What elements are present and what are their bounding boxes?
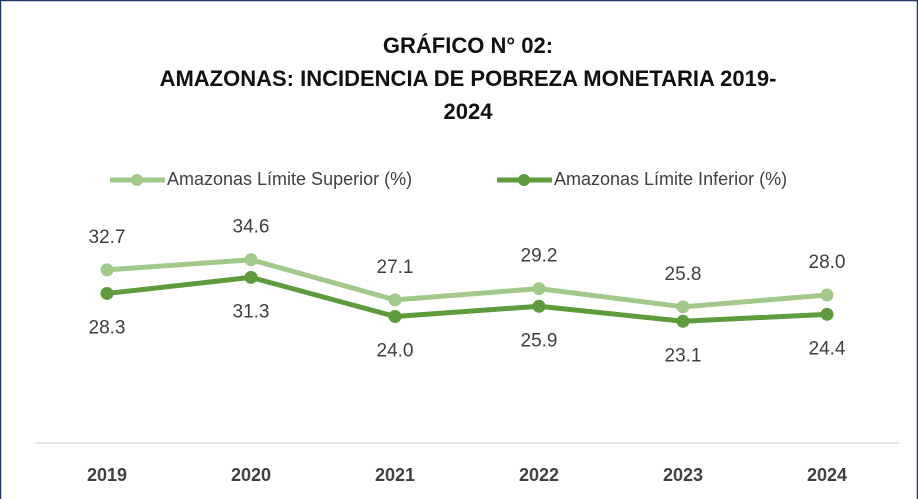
series-line: [106, 274, 828, 324]
series-line: [106, 257, 828, 310]
x-tick-label: 2019: [87, 465, 127, 485]
data-point: [532, 282, 546, 296]
legend-label: Amazonas Límite Superior (%): [167, 169, 412, 189]
data-label: 28.3: [89, 317, 126, 338]
x-tick-label: 2022: [519, 465, 559, 485]
x-tick-label: 2021: [375, 465, 415, 485]
data-point: [388, 293, 402, 307]
data-point: [244, 253, 258, 267]
x-tick-label: 2020: [231, 465, 271, 485]
data-label: 31.3: [233, 301, 270, 322]
data-point: [676, 314, 690, 328]
data-label: 34.6: [233, 217, 270, 238]
x-tick-label: 2023: [663, 465, 703, 485]
data-label: 25.9: [521, 330, 558, 351]
data-point: [676, 300, 690, 314]
data-point: [532, 299, 546, 313]
chart-title: 2024: [444, 99, 494, 124]
data-label: 32.7: [89, 227, 126, 248]
x-tick-label: 2024: [807, 465, 847, 485]
data-label: 23.1: [665, 345, 702, 366]
data-label: 27.1: [377, 257, 414, 278]
legend-marker: [518, 174, 530, 186]
data-label: 28.0: [809, 252, 846, 273]
data-point: [820, 288, 834, 302]
data-point: [244, 270, 258, 284]
legend-label: Amazonas Límite Inferior (%): [554, 169, 787, 189]
chart-title: GRÁFICO N° 02:: [383, 33, 553, 58]
chart-title: AMAZONAS: INCIDENCIA DE POBREZA MONETARI…: [160, 66, 777, 91]
data-point: [388, 309, 402, 323]
data-point: [820, 307, 834, 321]
data-point: [100, 286, 114, 300]
data-label: 25.8: [665, 264, 702, 285]
legend-marker: [131, 174, 143, 186]
data-label: 24.0: [377, 340, 414, 361]
data-label: 29.2: [521, 246, 558, 267]
data-point: [100, 263, 114, 277]
data-label: 24.4: [809, 338, 846, 359]
